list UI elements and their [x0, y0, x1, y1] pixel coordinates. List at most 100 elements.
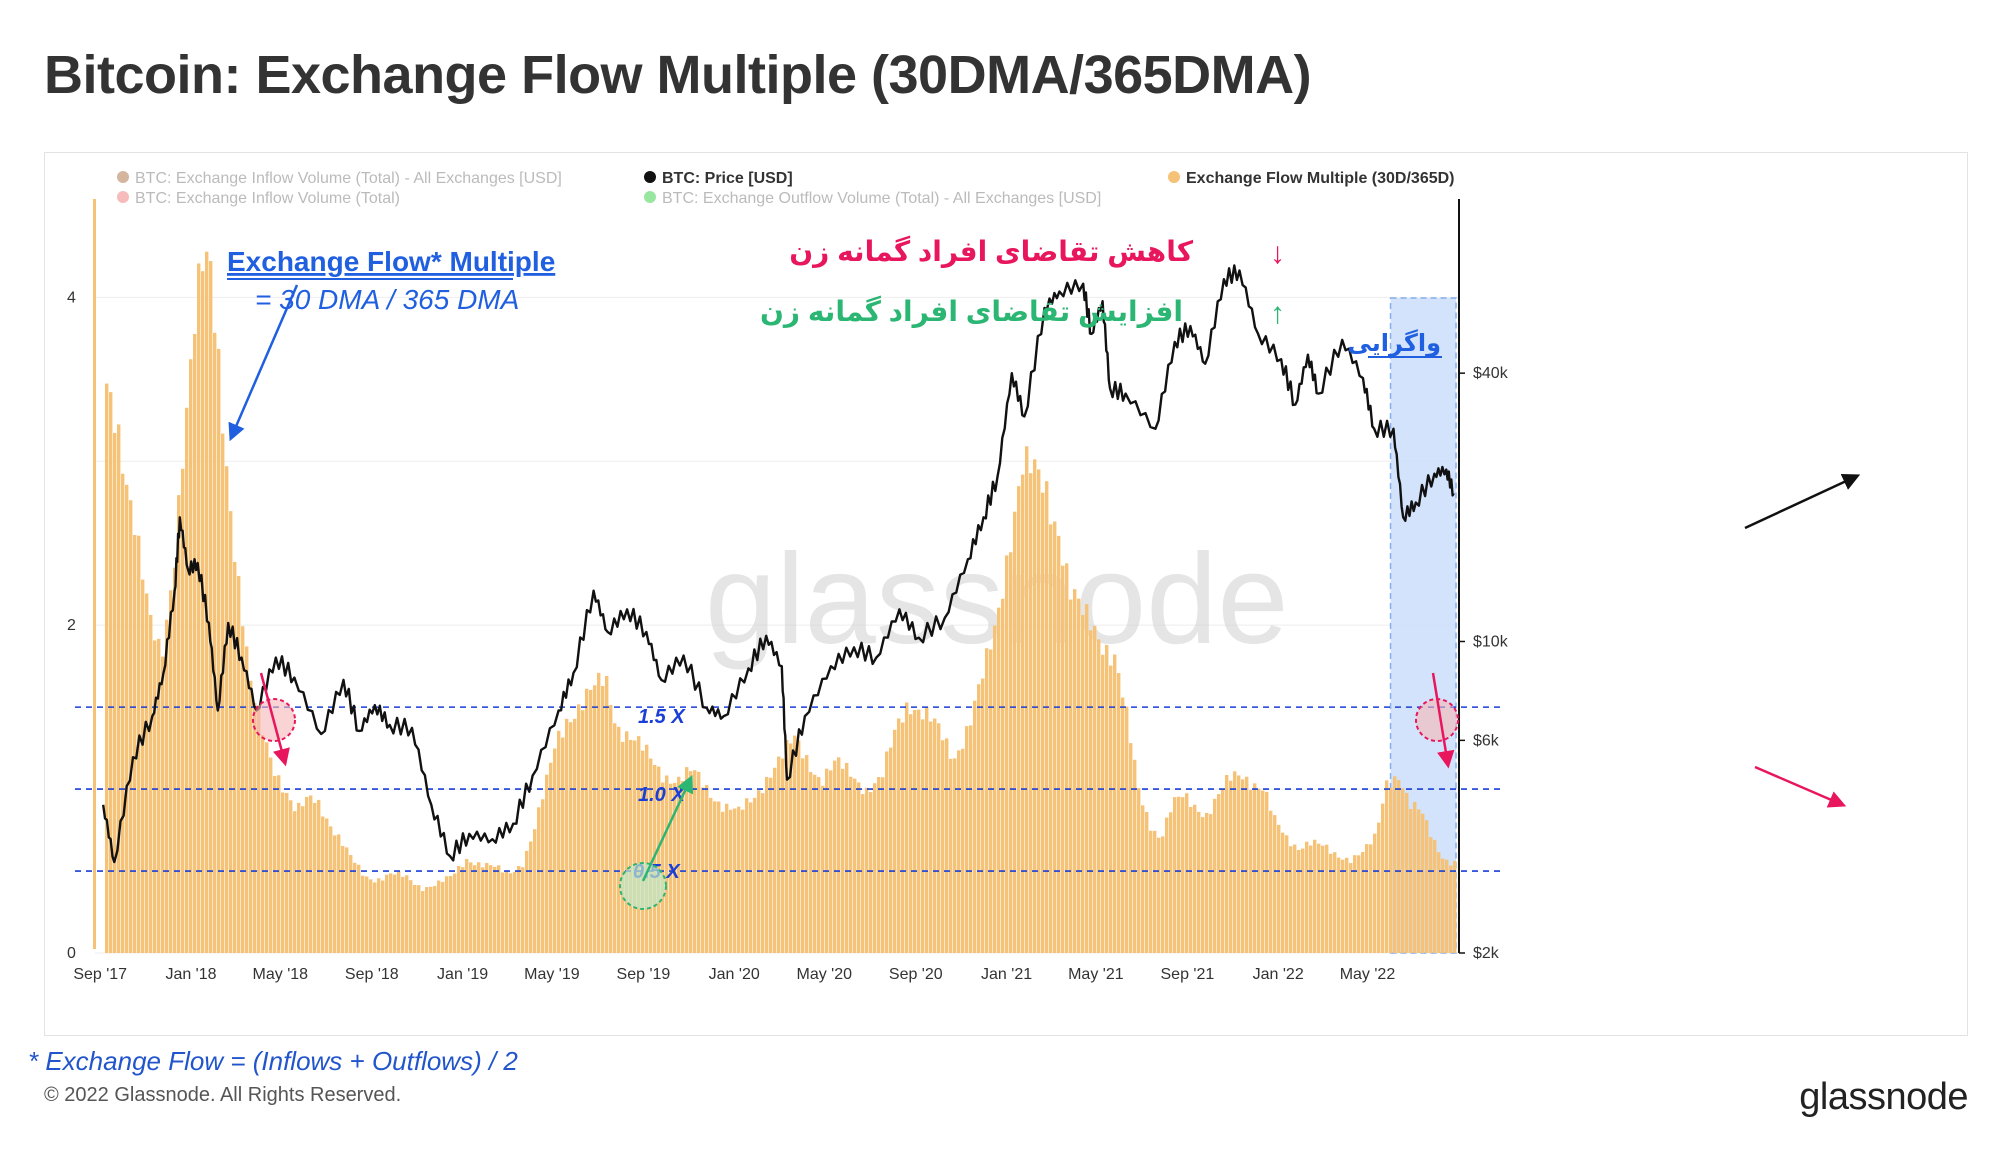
flow-multiple-bar [405, 875, 409, 953]
flow-multiple-bar [1045, 481, 1049, 953]
flow-multiple-bar [265, 742, 269, 953]
flow-multiple-bar [1337, 857, 1341, 953]
flow-multiple-bar [1021, 474, 1025, 953]
flow-multiple-bar [637, 736, 641, 953]
flow-multiple-bar [921, 719, 925, 953]
multiple-title: Exchange Flow* Multiple [227, 246, 555, 277]
flow-multiple-bar [677, 776, 681, 953]
flow-multiple-bar [1409, 808, 1413, 953]
flow-multiple-bar [1325, 844, 1329, 953]
flow-multiple-bar [1237, 775, 1241, 953]
flow-multiple-bar [465, 858, 469, 953]
flow-multiple-bar [717, 801, 721, 953]
flow-multiple-bar [1317, 843, 1321, 953]
flow-multiple-bar [1385, 780, 1389, 953]
flow-multiple-bar [505, 871, 509, 953]
legend-item-price[interactable]: BTC: Price [USD] [644, 170, 793, 187]
flow-multiple-bar [1157, 837, 1161, 953]
flow-multiple-bar [437, 880, 441, 953]
flow-multiple-bar [1297, 849, 1301, 953]
flow-multiple-bar [573, 718, 577, 953]
flow-multiple-bar [229, 511, 233, 953]
flow-multiple-bar [489, 865, 493, 953]
flow-multiple-bar [833, 760, 837, 953]
flow-multiple-bar [1341, 859, 1345, 953]
flow-multiple-bar [585, 688, 589, 953]
x-tick-label: May '19 [524, 966, 580, 983]
flow-multiple-bar [985, 648, 989, 953]
flow-multiple-bar [477, 862, 481, 953]
flow-multiple-bar [153, 640, 157, 953]
flow-multiple-bar [1273, 815, 1277, 953]
flow-multiple-bar [429, 886, 433, 953]
flow-multiple-bar [1209, 814, 1213, 953]
flow-multiple-bar [1353, 855, 1357, 953]
flow-multiple-bar [125, 484, 129, 953]
legend-swatch [644, 171, 656, 183]
flow-multiple-bar [1201, 817, 1205, 953]
flow-multiple-bar [613, 723, 617, 953]
flow-multiple-bar [1369, 844, 1373, 953]
flow-multiple-bar [1169, 812, 1173, 953]
flow-multiple-bar [449, 876, 453, 953]
flow-multiple-bar [1041, 492, 1045, 953]
flow-multiple-bar [593, 685, 597, 953]
flow-multiple-bar [1349, 863, 1353, 953]
flow-multiple-bar [1005, 555, 1009, 953]
flow-multiple-bar [469, 862, 473, 953]
flow-multiple-bar [1301, 848, 1305, 953]
flow-multiple-bar [1049, 524, 1053, 953]
flow-multiple-bar [933, 718, 937, 953]
flow-multiple-bar [557, 730, 561, 953]
flow-multiple-bar [389, 873, 393, 953]
x-tick-label: Sep '20 [889, 966, 943, 983]
legend-item-inflow-total[interactable]: BTC: Exchange Inflow Volume (Total) [117, 190, 400, 207]
flow-multiple-bar [1445, 859, 1449, 953]
flow-multiple-bar [1281, 832, 1285, 953]
flow-multiple-bar [1117, 673, 1121, 953]
flow-multiple-bar [625, 731, 629, 953]
flow-multiple-bar [669, 783, 673, 953]
decrease-demand-label: کاهش تقاضای افراد گمانه زن [789, 235, 1193, 268]
flow-multiple-bar [693, 770, 697, 953]
flow-multiple-bar [1381, 803, 1385, 953]
flow-multiple-bar [329, 826, 333, 953]
flow-multiple-bar [161, 656, 165, 953]
flow-multiple-bar [1357, 855, 1361, 953]
flow-multiple-bar [253, 702, 257, 953]
flow-multiple-bar [513, 871, 517, 953]
divergence-bullish-arrow [1744, 473, 1861, 530]
flow-multiple-bar [885, 751, 889, 953]
legend-label: BTC: Exchange Outflow Volume (Total) - A… [662, 190, 1101, 207]
flow-multiple-bar [861, 794, 865, 953]
flow-multiple-bar [1397, 780, 1401, 953]
flow-multiple-bar [1441, 858, 1445, 953]
flow-multiple-bar [873, 783, 877, 953]
flow-multiple-bar [233, 561, 237, 953]
flow-multiple-bar [313, 802, 317, 953]
flow-multiple-bar [589, 690, 593, 953]
bearish-arrow-2021 [1431, 672, 1455, 769]
x-axis: Sep '17 Jan '18 May '18 Sep '18 Jan '19 May '… [73, 966, 1395, 983]
btc-price-line [102, 264, 1455, 864]
flow-multiple-bar [1421, 813, 1425, 953]
legend-swatch [117, 171, 129, 183]
legend-item-outflow-all[interactable]: BTC: Exchange Outflow Volume (Total) - A… [644, 190, 1101, 207]
flow-multiple-bar [113, 433, 117, 953]
flow-multiple-bar [785, 740, 789, 953]
flow-multiple-bar [649, 758, 653, 953]
flow-multiple-bar [257, 705, 261, 953]
flow-multiple-bar [353, 862, 357, 953]
flow-multiple-bar [745, 798, 749, 953]
flow-multiple-bar [773, 767, 777, 953]
legend-item-flow-multiple[interactable]: Exchange Flow Multiple (30D/365D) [1168, 170, 1455, 187]
flow-multiple-bar [409, 880, 413, 953]
flow-multiple-bar [385, 874, 389, 953]
flow-multiple-bar [805, 755, 809, 953]
x-tick-label: Jan '22 [1253, 966, 1304, 983]
flow-multiple-bar [413, 885, 417, 953]
flow-multiple-bar [881, 777, 885, 953]
flow-multiple-bar [1453, 860, 1457, 953]
flow-multiple-bar [1213, 798, 1217, 953]
legend-item-inflow-all[interactable]: BTC: Exchange Inflow Volume (Total) - Al… [117, 170, 562, 187]
